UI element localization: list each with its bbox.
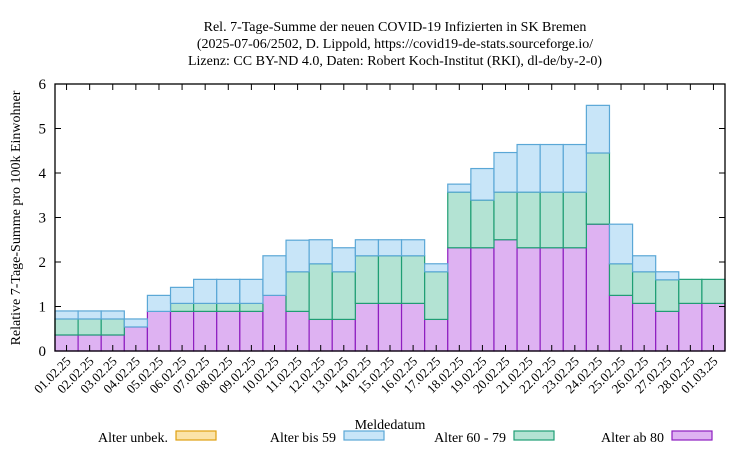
- bar-alter-60-79-25.02.25: [608, 263, 634, 296]
- bar-alter-bis-59-04.02.25: [123, 318, 149, 328]
- bar-alter-bis-59-15.02.25: [377, 239, 403, 257]
- bar-alter-bis-59-24.02.25: [585, 104, 611, 154]
- bar-alter-60-79-15.02.25: [377, 255, 403, 304]
- legend: Alter unbek. Alter bis 59 Alter 60 - 79 Alt…: [98, 430, 713, 446]
- bar-alter-60-79-11.02.25: [285, 271, 310, 313]
- legend-swatch: [343, 430, 385, 441]
- y-tick-label: 6: [39, 77, 47, 93]
- bar-alter-bis-59-19.02.25: [470, 167, 495, 201]
- legend-swatch: [175, 430, 217, 441]
- bar-alter-ab-80-23.02.25: [562, 247, 587, 352]
- bar-alter-bis-59-17.02.25: [424, 263, 449, 273]
- bar-alter-bis-59-22.02.25: [539, 143, 564, 193]
- bar-alter-bis-59-20.02.25: [493, 151, 518, 193]
- bar-alter-ab-80-10.02.25: [262, 294, 287, 352]
- bar-alter-60-79-22.02.25: [539, 191, 564, 249]
- bar-alter-ab-80-21.02.25: [516, 247, 541, 352]
- legend-label: Alter ab 80: [601, 431, 664, 446]
- bar-alter-60-79-09.02.25: [239, 302, 264, 312]
- legend-swatch: [671, 430, 713, 441]
- bar-alter-60-79-19.02.25: [470, 199, 495, 249]
- bar-alter-bis-59-09.02.25: [239, 278, 264, 304]
- bar-alter-ab-80-25.02.25: [608, 294, 634, 352]
- bar-alter-ab-80-20.02.25: [493, 239, 518, 352]
- y-tick-label: 3: [39, 211, 47, 227]
- bar-alter-60-79-02.02.25: [77, 318, 102, 336]
- bar-alter-bis-59-13.02.25: [331, 247, 356, 273]
- y-tick-label: 2: [39, 255, 47, 271]
- bar-alter-60-79-07.02.25: [193, 302, 218, 312]
- y-tick-label: 0: [39, 344, 47, 360]
- y-tick-label: 1: [39, 300, 47, 316]
- bar-alter-bis-59-07.02.25: [193, 278, 218, 304]
- bar-alter-bis-59-16.02.25: [400, 239, 426, 257]
- bar-alter-ab-80-16.02.25: [400, 302, 426, 352]
- bar-alter-ab-80-26.02.25: [631, 302, 657, 352]
- bar-alter-bis-59-03.02.25: [100, 310, 125, 320]
- bar-alter-60-79-13.02.25: [331, 271, 356, 321]
- bar-alter-ab-80-18.02.25: [447, 247, 472, 352]
- y-tick-label: 5: [39, 122, 47, 138]
- bar-alter-bis-59-18.02.25: [447, 183, 472, 193]
- bar-alter-bis-59-12.02.25: [308, 239, 333, 265]
- legend-label: Alter bis 59: [270, 431, 336, 446]
- title-line-3: Lizenz: CC BY-ND 4.0, Daten: Robert Koch…: [188, 54, 602, 69]
- bar-alter-ab-80-14.02.25: [354, 302, 380, 352]
- bar-alter-bis-59-21.02.25: [516, 143, 541, 193]
- title-line-2: (2025-07-06/2502, D. Lippold, https://co…: [197, 37, 593, 52]
- x-axis-label: Meldedatum: [355, 418, 426, 433]
- legend-label: Alter unbek.: [98, 431, 168, 446]
- legend-swatch: [513, 430, 555, 441]
- bar-alter-ab-80-01.03.25: [701, 302, 726, 352]
- bar-alter-60-79-28.02.25: [678, 278, 703, 304]
- bar-alter-60-79-26.02.25: [631, 271, 657, 304]
- bar-layer: [54, 104, 726, 352]
- bar-alter-60-79-01.02.25: [54, 318, 79, 336]
- title-line-1: Rel. 7-Tage-Summe der neuen COVID-19 Inf…: [204, 20, 587, 35]
- bar-alter-ab-80-19.02.25: [470, 247, 495, 352]
- bar-alter-60-79-27.02.25: [655, 279, 680, 312]
- bar-alter-bis-59-26.02.25: [631, 255, 657, 273]
- bar-alter-ab-80-22.02.25: [539, 247, 564, 352]
- bar-alter-ab-80-28.02.25: [678, 302, 703, 352]
- bar-alter-bis-59-10.02.25: [262, 255, 287, 296]
- bar-alter-bis-59-25.02.25: [608, 223, 634, 265]
- bar-alter-60-79-18.02.25: [447, 191, 472, 249]
- bar-alter-60-79-16.02.25: [400, 255, 426, 304]
- bar-alter-bis-59-14.02.25: [354, 239, 380, 257]
- bar-alter-bis-59-23.02.25: [562, 143, 587, 193]
- bar-alter-60-79-17.02.25: [424, 271, 449, 321]
- bar-alter-bis-59-27.02.25: [655, 271, 680, 281]
- bar-alter-ab-80-24.02.25: [585, 223, 611, 352]
- bar-alter-bis-59-11.02.25: [285, 239, 310, 273]
- chart-title: Rel. 7-Tage-Summe der neuen COVID-19 Inf…: [188, 20, 602, 69]
- bar-alter-60-79-21.02.25: [516, 191, 541, 249]
- bar-alter-bis-59-02.02.25: [77, 310, 102, 320]
- bar-alter-60-79-03.02.25: [100, 318, 125, 336]
- bar-alter-60-79-06.02.25: [169, 302, 195, 312]
- y-axis-label: Relative 7-Tage-Summe pro 100k Einwohner: [9, 90, 24, 345]
- bar-alter-60-79-12.02.25: [308, 263, 333, 321]
- bar-alter-60-79-23.02.25: [562, 191, 587, 249]
- bar-alter-60-79-14.02.25: [354, 255, 380, 304]
- bar-alter-bis-59-01.02.25: [54, 310, 79, 320]
- bar-alter-60-79-20.02.25: [493, 191, 518, 241]
- bar-alter-bis-59-05.02.25: [146, 294, 172, 313]
- bar-alter-ab-80-15.02.25: [377, 302, 403, 352]
- bar-alter-60-79-08.02.25: [216, 302, 241, 312]
- bar-alter-bis-59-08.02.25: [216, 278, 241, 304]
- legend-label: Alter 60 - 79: [434, 431, 506, 446]
- bar-alter-60-79-01.03.25: [701, 278, 726, 304]
- bar-alter-60-79-24.02.25: [585, 152, 611, 225]
- y-tick-label: 4: [39, 166, 47, 182]
- bar-alter-bis-59-06.02.25: [169, 286, 195, 304]
